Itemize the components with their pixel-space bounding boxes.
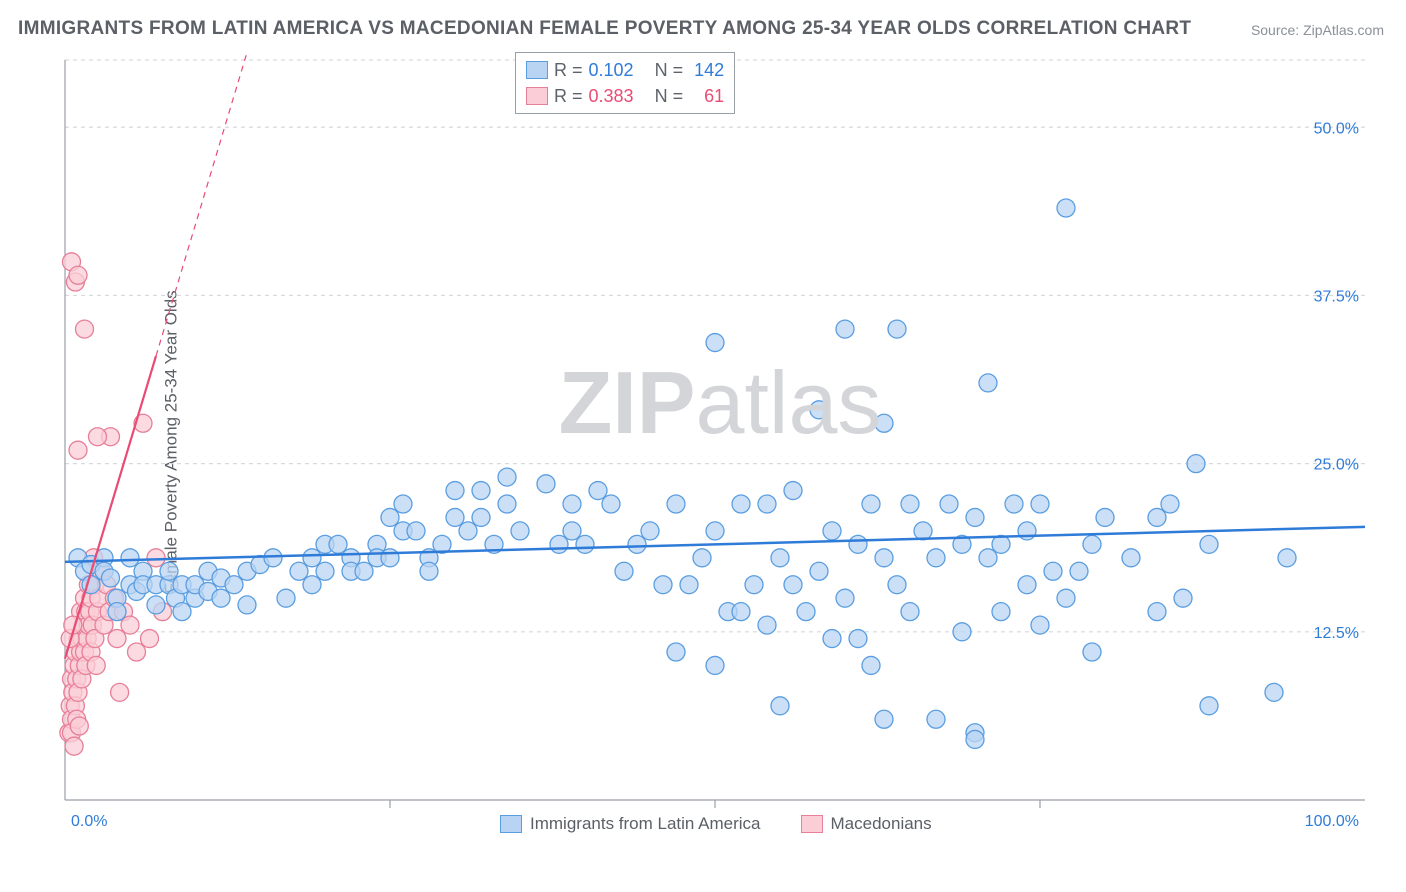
legend-item: Macedonians	[801, 814, 932, 834]
source-text: Source: ZipAtlas.com	[1251, 22, 1384, 38]
legend-item: Immigrants from Latin America	[500, 814, 761, 834]
chart-title: IMMIGRANTS FROM LATIN AMERICA VS MACEDON…	[18, 18, 1191, 40]
legend-swatch-icon	[801, 815, 823, 833]
scatter-plot: 12.5% 25.0% 37.5% 50.0% 0.0% 100.0%	[55, 52, 1385, 832]
legend-label: Immigrants from Latin America	[530, 814, 761, 834]
legend-label: Macedonians	[831, 814, 932, 834]
svg-text:37.5%: 37.5%	[1314, 288, 1359, 305]
series-swatch-icon	[526, 87, 548, 105]
stats-box: R = 0.102 N = 142R = 0.383 N = 61	[515, 52, 735, 114]
stats-row: R = 0.102 N = 142	[526, 57, 724, 83]
series-swatch-icon	[526, 61, 548, 79]
svg-text:50.0%: 50.0%	[1314, 120, 1359, 137]
svg-text:12.5%: 12.5%	[1314, 625, 1359, 642]
svg-text:0.0%: 0.0%	[71, 813, 107, 830]
legend-swatch-icon	[500, 815, 522, 833]
svg-text:100.0%: 100.0%	[1305, 813, 1359, 830]
svg-text:25.0%: 25.0%	[1314, 457, 1359, 474]
bottom-legend: Immigrants from Latin America Macedonians	[500, 814, 932, 834]
stats-row: R = 0.383 N = 61	[526, 83, 724, 109]
chart-area: Female Poverty Among 25-34 Year Olds 12.…	[55, 52, 1385, 832]
